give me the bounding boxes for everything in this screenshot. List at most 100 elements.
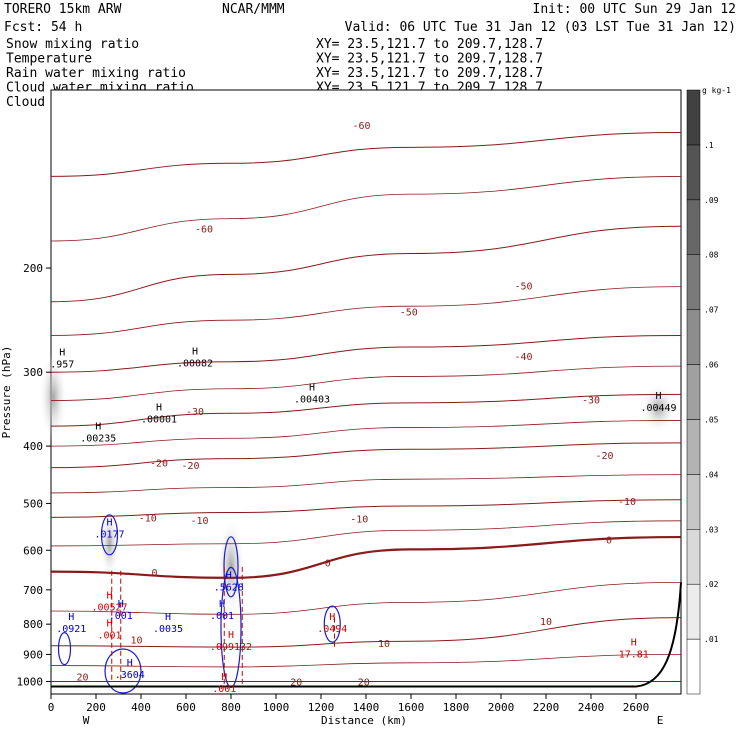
- max-marker: H: [127, 658, 133, 669]
- colorbar-tick-label: .08: [704, 251, 719, 260]
- colorbar-tick-label: .04: [704, 470, 719, 479]
- colorbar-cell: [686, 638, 701, 695]
- contour-label: 20: [290, 678, 302, 689]
- max-marker: H: [226, 571, 232, 582]
- cloud-water-contour: [323, 605, 341, 643]
- terrain-line: [51, 582, 682, 688]
- field-name: Rain water mixing ratio: [6, 66, 186, 81]
- temperature-contour-line: [50, 334, 682, 373]
- temperature-contour-line: [50, 617, 682, 648]
- max-value-label: .957: [50, 359, 74, 370]
- max-marker: H: [228, 630, 234, 641]
- max-value-label: .001: [212, 684, 236, 695]
- cloud-water-contour: [104, 648, 142, 694]
- max-value-label: .00001: [141, 414, 177, 425]
- y-tick-label: 800: [23, 618, 43, 631]
- temperature-contour-line: [50, 474, 682, 494]
- x-end-label-east: E: [657, 714, 664, 727]
- max-marker: H: [192, 346, 198, 357]
- contour-label: -60: [195, 224, 213, 235]
- colorbar-cell: [686, 144, 701, 201]
- y-tick-label: 500: [23, 497, 43, 510]
- cloud-water-contour: [57, 632, 72, 666]
- contour-label: 10: [378, 639, 390, 650]
- colorbar-tick-label: .1: [704, 141, 714, 150]
- field-name: Temperature: [6, 52, 92, 67]
- colorbar-tick-label: .06: [704, 361, 719, 370]
- contour-label: -10: [190, 516, 208, 527]
- y-tick-label: 300: [23, 366, 43, 379]
- max-marker: H: [631, 637, 637, 648]
- org-label: NCAR/MMM: [222, 2, 285, 17]
- x-axis-label: Distance (km): [321, 714, 407, 727]
- contour-label: -20: [181, 461, 199, 472]
- x-end-label-west: W: [83, 714, 90, 727]
- colorbar-tick-label: .01: [704, 635, 719, 644]
- cloud-contours: [57, 514, 341, 694]
- max-value-label: .001: [97, 631, 121, 642]
- max-labels: H.957H.00082H.00403H.00001H.00235H.00449…: [50, 346, 676, 694]
- colorbar-cell: [686, 529, 701, 585]
- y-tick-label: 700: [23, 584, 43, 597]
- field-xy: XY= 23.5,121.7 to 209.7,128.7: [316, 52, 543, 67]
- x-tick-label: 2400: [578, 701, 605, 714]
- y-tick-label: 400: [23, 440, 43, 453]
- snow-blob: [39, 351, 68, 442]
- max-value-label: .001: [109, 611, 133, 622]
- x-tick-label: 400: [131, 701, 151, 714]
- colorbar-cell: [686, 89, 701, 146]
- y-tick-label: 900: [23, 648, 43, 661]
- max-marker: H: [219, 599, 225, 610]
- forecast-hour: Fcst: 54 h: [4, 20, 82, 35]
- terrain-profile: [51, 582, 682, 688]
- contour-label: -50: [400, 308, 418, 319]
- model-title: TORERO 15km ARW: [4, 2, 122, 17]
- field-name: Snow mixing ratio: [6, 37, 139, 52]
- valid-time: Valid: 06 UTC Tue 31 Jan 12 (03 LST Tue …: [345, 20, 736, 35]
- contour-label: 0: [606, 536, 612, 547]
- colorbar-tick-label: .09: [704, 196, 719, 205]
- contour-label: -10: [618, 497, 636, 508]
- temperature-contour-line: [50, 420, 682, 447]
- colorbar-cell: [686, 254, 701, 310]
- colorbar-tick-label: .07: [704, 306, 719, 315]
- colorbar-cell: [686, 309, 701, 365]
- temperature-contours: [50, 132, 682, 682]
- contour-label: -30: [186, 407, 204, 418]
- temperature-contour-line: [50, 176, 682, 242]
- colorbar-cell: [686, 419, 701, 475]
- max-marker: H: [95, 422, 101, 433]
- contour-label: -20: [595, 451, 613, 462]
- x-tick-label: 2600: [623, 701, 650, 714]
- temperature-contour-line: [50, 582, 682, 615]
- max-value-label: .001: [210, 611, 234, 622]
- contour-label: -50: [514, 282, 532, 293]
- x-tick-label: 2000: [488, 701, 515, 714]
- colorbar-tick-label: .02: [704, 580, 719, 589]
- max-marker: H: [165, 612, 171, 623]
- snow-blob: [99, 508, 120, 579]
- max-value-label: .00082: [177, 358, 213, 369]
- max-value-label: .099132: [210, 642, 252, 653]
- colorbar-cell: [686, 474, 701, 530]
- temperature-contour-line: [50, 535, 682, 579]
- max-value-label: .3604: [115, 670, 145, 681]
- max-marker: H: [156, 402, 162, 413]
- contour-label: -10: [350, 514, 368, 525]
- contour-labels: -60 -60 -50 -50 -40 -30 -30 -20 -20 -20 -10 -10 -10 -…: [76, 121, 636, 689]
- x-tick-label: 0: [48, 701, 55, 714]
- contour-label: -10: [139, 513, 157, 524]
- temperature-contour-line: [50, 654, 682, 668]
- temperature-contour-line: [50, 365, 682, 401]
- colorbar-unit: g kg-1: [702, 86, 731, 95]
- y-tick-label: 600: [23, 544, 43, 557]
- max-value-label: .0494: [317, 624, 347, 635]
- max-value-label: .0921: [56, 624, 86, 635]
- x-tick-label: 600: [176, 701, 196, 714]
- x-tick-label: 1600: [398, 701, 425, 714]
- contour-label: 0: [151, 568, 157, 579]
- contour-label: -40: [514, 352, 532, 363]
- max-marker: H: [106, 619, 112, 630]
